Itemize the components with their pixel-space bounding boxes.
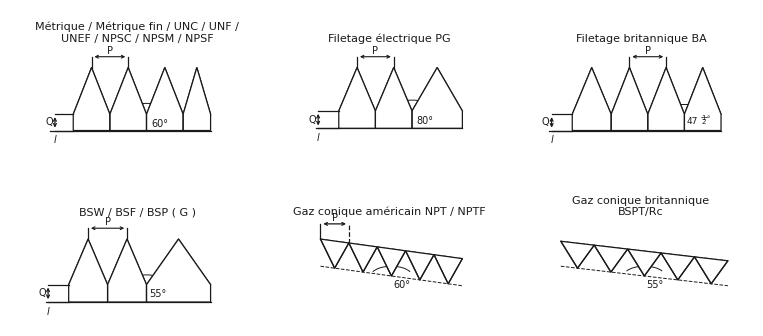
Text: 2: 2 [702, 119, 706, 125]
Polygon shape [73, 68, 110, 130]
Text: Q: Q [308, 115, 316, 125]
Text: 55°: 55° [646, 280, 664, 290]
Text: P: P [372, 46, 378, 56]
Text: Q: Q [38, 288, 46, 298]
Text: P: P [332, 213, 338, 223]
Text: Métrique / Métrique fin / UNC / UNF /
UNEF / NPSC / NPSM / NPSF: Métrique / Métrique fin / UNC / UNF / UN… [35, 22, 240, 44]
Polygon shape [434, 255, 462, 284]
Text: 55°: 55° [149, 289, 166, 299]
Polygon shape [146, 239, 211, 302]
Text: 60°: 60° [394, 280, 410, 290]
Text: l: l [47, 307, 50, 318]
Polygon shape [146, 68, 183, 130]
Text: P: P [105, 217, 111, 227]
Polygon shape [110, 68, 146, 130]
Text: 80°: 80° [417, 116, 433, 126]
Polygon shape [694, 257, 728, 284]
Polygon shape [406, 251, 434, 280]
Polygon shape [628, 249, 661, 276]
Polygon shape [648, 68, 684, 130]
Polygon shape [684, 68, 721, 130]
Text: Q: Q [45, 117, 53, 127]
Polygon shape [377, 247, 406, 276]
Text: °: ° [706, 116, 710, 122]
Text: l: l [550, 135, 553, 145]
Text: P: P [107, 46, 113, 56]
Polygon shape [183, 68, 211, 130]
Polygon shape [561, 241, 594, 268]
Text: l: l [53, 135, 56, 145]
Text: Q: Q [542, 117, 549, 127]
Polygon shape [339, 68, 375, 128]
Polygon shape [594, 245, 628, 272]
Polygon shape [375, 68, 412, 128]
Text: Gaz conique américain NPT / NPTF: Gaz conique américain NPT / NPTF [293, 207, 485, 217]
Text: l: l [317, 133, 320, 143]
Text: P: P [645, 46, 651, 56]
Polygon shape [349, 243, 377, 272]
Text: Gaz conique britannique
BSPT/Rc: Gaz conique britannique BSPT/Rc [572, 196, 710, 217]
Text: 1: 1 [702, 115, 706, 121]
Text: Filetage britannique BA: Filetage britannique BA [575, 34, 707, 44]
Polygon shape [412, 68, 462, 128]
Polygon shape [69, 239, 108, 302]
Text: Filetage électrique PG: Filetage électrique PG [328, 33, 450, 44]
Polygon shape [320, 239, 349, 268]
Text: 60°: 60° [151, 119, 168, 129]
Polygon shape [611, 68, 648, 130]
Polygon shape [661, 253, 694, 280]
Text: 47: 47 [687, 118, 698, 126]
Text: BSW / BSF / BSP ( G ): BSW / BSF / BSP ( G ) [79, 207, 196, 217]
Polygon shape [572, 68, 611, 130]
Polygon shape [108, 239, 146, 302]
